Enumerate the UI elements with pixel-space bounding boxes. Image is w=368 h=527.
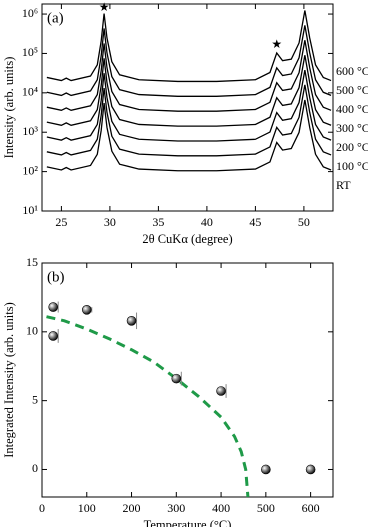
data-point: [171, 373, 182, 384]
pattern-curve: [46, 55, 332, 127]
y-axis-title: Intensity (arb. units): [2, 57, 16, 159]
y-tick-label: 10⁵: [22, 45, 38, 59]
x-tick-label: 25: [55, 215, 67, 229]
data-point: [81, 304, 92, 315]
panel-label: (b): [47, 269, 65, 285]
legend-label: RT: [336, 178, 351, 192]
plot-frame: [41, 262, 334, 498]
data-point: [305, 464, 316, 475]
x-tick-label: 30: [104, 215, 116, 229]
panel-label: (a): [47, 10, 64, 26]
data-point: [48, 331, 58, 341]
y-tick-label: 10¹: [22, 203, 38, 217]
x-tick-label: 600: [302, 501, 320, 515]
x-tick-label: 500: [257, 501, 275, 515]
legend-label: 100 °C: [336, 159, 368, 173]
data-point: [261, 464, 271, 475]
data-point: [216, 386, 226, 396]
x-tick-label: 400: [212, 501, 230, 515]
legend-label: 600 °C: [336, 64, 368, 78]
legend-label: 200 °C: [336, 140, 368, 154]
y-tick-label: 15: [26, 255, 38, 269]
y-tick-label: 10⁶: [22, 6, 38, 20]
legend-label: 400 °C: [336, 102, 368, 116]
y-tick-label: 10⁴: [22, 85, 38, 99]
pattern-curve: [46, 25, 332, 97]
x-tick-label: 50: [298, 215, 310, 229]
y-tick-label: 10²: [22, 163, 38, 177]
x-tick-label: 35: [152, 215, 164, 229]
fit-curve: [46, 315, 250, 498]
y-tick-label: 10³: [22, 124, 38, 138]
legend-label: 300 °C: [336, 121, 368, 135]
x-tick-label: 0: [39, 501, 45, 515]
x-axis-title: 2θ CuKα (degree): [142, 232, 232, 246]
y-tick-label: 5: [32, 392, 38, 406]
x-tick-label: 45: [249, 215, 261, 229]
plot-frame: [41, 3, 334, 212]
x-tick-label: 40: [201, 215, 213, 229]
pattern-curve: [46, 69, 332, 142]
x-tick-label: 100: [78, 501, 96, 515]
y-axis-title: Integrated Intensity (arb. units): [2, 302, 16, 458]
annotation: ★: [271, 37, 282, 51]
x-tick-label: 200: [123, 501, 141, 515]
pattern-curve: [46, 10, 332, 83]
x-tick-label: 300: [167, 501, 185, 515]
data-point: [126, 316, 137, 326]
annotation: ★: [99, 0, 110, 14]
pattern-curve: [46, 84, 332, 157]
x-axis-title: Temperature (°C): [144, 518, 232, 527]
y-tick-label: 0: [32, 461, 38, 475]
legend-label: 500 °C: [336, 83, 368, 97]
pattern-curve: [46, 40, 332, 112]
pattern-curve: [46, 99, 332, 172]
y-tick-label: 10: [26, 324, 38, 338]
data-point: [48, 302, 58, 312]
